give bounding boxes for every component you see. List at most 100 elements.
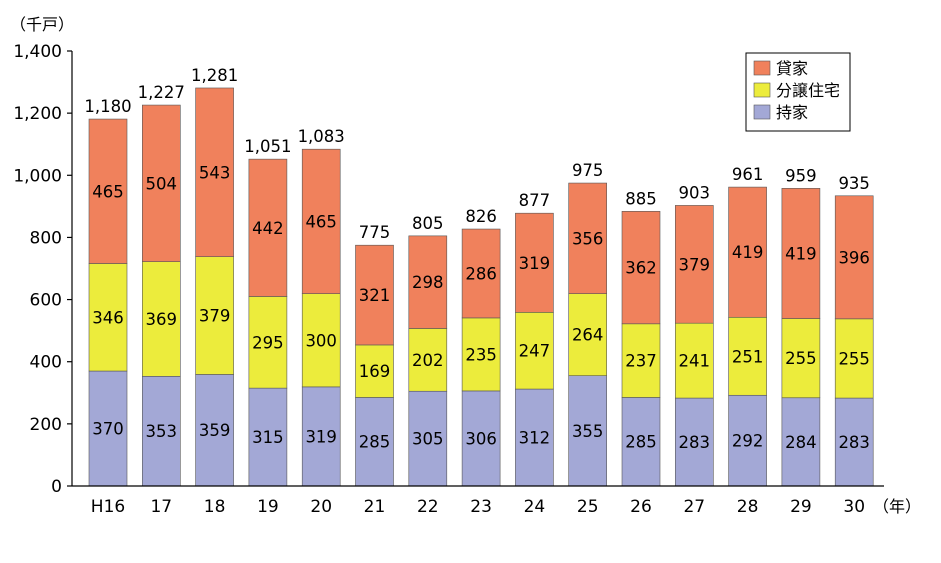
data-label: 283 — [838, 433, 870, 452]
x-tick-label: 26 — [630, 497, 652, 517]
bar-segment — [834, 195, 874, 320]
data-label: 235 — [465, 345, 497, 364]
x-tick-label: 20 — [310, 497, 332, 517]
bar-segment — [142, 376, 181, 487]
x-tick-label: 21 — [364, 497, 386, 517]
bar-segment — [834, 318, 874, 399]
y-ticks-layer: 0 200 400 600 800 1,000 1,200 1,400 — [13, 42, 72, 497]
total-label: 877 — [519, 191, 551, 210]
data-label: 315 — [252, 428, 284, 447]
data-label: 247 — [519, 342, 551, 361]
total-label: 903 — [679, 183, 711, 202]
data-label: 442 — [252, 219, 284, 238]
legend-label: 分譲住宅 — [776, 81, 840, 100]
bar-segment — [568, 293, 608, 376]
bar-segment — [515, 312, 554, 390]
x-tick-label: 24 — [524, 497, 546, 517]
bar-segment — [408, 328, 448, 392]
data-label: 298 — [412, 273, 444, 292]
x-tick-label: 28 — [737, 497, 759, 517]
bar-segment — [728, 186, 767, 318]
x-tick-label: 27 — [683, 497, 705, 517]
bar-segment — [355, 344, 394, 398]
x-tick-label: 22 — [417, 497, 439, 517]
bar-segment — [88, 118, 128, 264]
data-label: 379 — [679, 255, 711, 274]
bar-segment — [195, 256, 234, 375]
total-label: 885 — [625, 189, 657, 208]
bar-segment — [142, 104, 181, 262]
legend-label: 持家 — [776, 103, 808, 122]
bar-segment — [355, 244, 394, 346]
data-label: 292 — [732, 432, 764, 451]
x-tick-label: H16 — [91, 497, 125, 517]
y-tick-label: 1,200 — [13, 104, 62, 124]
x-tick-label: 29 — [790, 497, 812, 517]
bar-segment — [88, 370, 128, 487]
data-label: 543 — [199, 163, 231, 182]
bar-segment — [301, 148, 341, 294]
y-tick-label: 800 — [30, 228, 62, 248]
total-label: 975 — [572, 161, 604, 180]
bar-segment — [515, 388, 554, 487]
data-label: 264 — [572, 326, 604, 345]
value-labels-layer: 370 346 465 1,180 353 369 504 1,227 359 379 543 1,2… — [84, 66, 870, 452]
y-unit-label: （千戸） — [10, 15, 74, 34]
bar-segment — [568, 182, 608, 294]
data-label: 241 — [679, 352, 711, 371]
bar-segment — [781, 188, 821, 319]
total-label: 935 — [838, 174, 870, 193]
data-label: 306 — [465, 429, 497, 448]
x-categories-layer: H16 17 18 19 20 21 22 23 24 25 26 27 28 29 30 — [91, 497, 865, 517]
data-label: 346 — [92, 308, 124, 327]
x-tick-label: 30 — [843, 497, 865, 517]
total-label: 959 — [785, 166, 817, 185]
bar-segment — [248, 387, 288, 487]
data-label: 305 — [412, 430, 444, 449]
bar-segment — [781, 397, 821, 487]
data-label: 379 — [199, 307, 231, 326]
bar-segment — [355, 397, 394, 487]
bar-segment — [461, 317, 501, 392]
bars-layer — [88, 87, 874, 487]
data-label: 284 — [785, 433, 817, 452]
x-tick-label: 19 — [257, 497, 279, 517]
data-label: 356 — [572, 229, 604, 248]
bar-segment — [781, 318, 821, 399]
bar-segment — [142, 261, 181, 377]
data-label: 295 — [252, 333, 284, 352]
y-tick-label: 600 — [30, 291, 62, 311]
data-label: 419 — [732, 243, 764, 262]
bar-segment — [88, 263, 128, 372]
data-label: 355 — [572, 422, 604, 441]
y-tick-label: 200 — [30, 415, 62, 435]
bar-segment — [568, 375, 608, 487]
total-label: 775 — [359, 223, 391, 242]
total-label: 1,083 — [298, 127, 345, 146]
x-unit-label: （年） — [873, 497, 921, 516]
x-tick-label: 17 — [150, 497, 172, 517]
data-label: 353 — [146, 422, 178, 441]
bar-segment — [408, 235, 448, 329]
data-label: 285 — [359, 433, 391, 452]
total-label: 961 — [732, 165, 764, 184]
total-label: 826 — [465, 207, 497, 226]
y-tick-label: 1,000 — [13, 166, 62, 186]
bar-segment — [728, 394, 767, 487]
axes-layer: （千戸） （年） — [10, 15, 921, 516]
x-tick-label: 25 — [577, 497, 599, 517]
data-label: 255 — [785, 349, 817, 368]
bar-segment — [408, 390, 448, 487]
bar-segment — [515, 212, 554, 313]
data-label: 321 — [359, 286, 391, 305]
data-label: 283 — [679, 433, 711, 452]
total-label: 1,281 — [191, 66, 238, 85]
bar-segment — [195, 87, 234, 257]
data-label: 359 — [199, 421, 231, 440]
data-label: 300 — [305, 331, 337, 350]
legend-swatch — [753, 60, 771, 76]
